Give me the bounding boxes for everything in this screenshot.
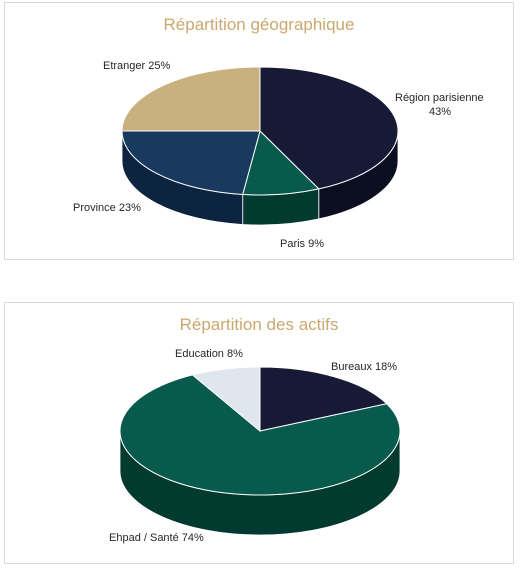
pie-slice-province <box>121 130 261 196</box>
chart-title-geographic: Répartition géographique <box>163 15 355 34</box>
data-label-bureaux: Bureaux 18% <box>331 361 397 373</box>
data-label-etranger: Etranger 25% <box>103 60 170 72</box>
pie-chart-assets: Bureaux 18% Ehpad / Santé 74% Education 8% <box>109 348 401 544</box>
chart-title-assets: Répartition des actifs <box>179 315 339 334</box>
data-label-paris: Paris 9% <box>280 238 324 250</box>
chart-panel-geographic: Répartition géographique Région parisien… <box>4 2 514 260</box>
data-label-region-parisienne: Région parisienne 43% <box>395 92 484 118</box>
data-label-province: Province 23% <box>73 202 141 214</box>
chart-panel-assets: Répartition des actifs Bureaux 18% Ehpad … <box>4 302 514 564</box>
pie-chart-geographic: Région parisienne 43% Paris 9% Province 23%… <box>73 60 484 250</box>
pie-slice-ehpad-sante <box>119 374 401 496</box>
data-label-education: Education 8% <box>175 348 243 360</box>
pie-slice-bureaux <box>259 366 388 432</box>
pie-slice-education <box>191 366 261 433</box>
pie-slice-region-parisienne <box>259 66 399 190</box>
pie-slice-etranger <box>121 66 261 132</box>
data-label-ehpad-sante: Ehpad / Santé 74% <box>109 532 204 544</box>
